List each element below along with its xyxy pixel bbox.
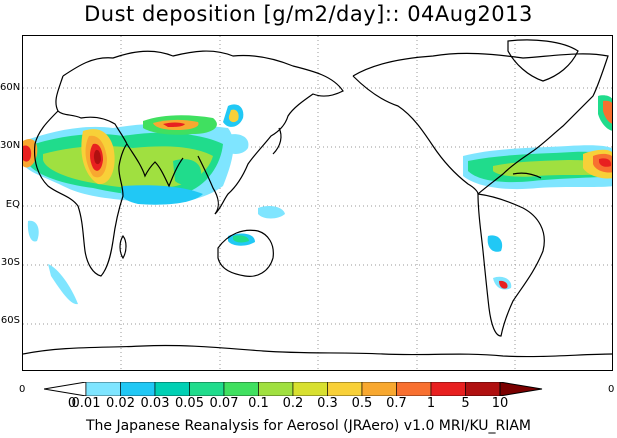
world-map: [22, 35, 613, 371]
colorbar-cell: [327, 382, 363, 396]
lat-label-eq: EQ: [5, 199, 20, 210]
lat-label-60n: 60N: [0, 82, 21, 93]
colorbar-cell: [292, 382, 328, 396]
credit-line: The Japanese Reanalysis for Aerosol (JRA…: [85, 418, 532, 434]
colorbar-tick-label: 0.01: [71, 396, 101, 411]
colorbar-cell: [430, 382, 466, 396]
colorbar-tick-label: 0.02: [106, 396, 135, 411]
colorbar-tick-label: 1: [426, 396, 436, 411]
colorbar-cells: [44, 382, 543, 396]
lat-label-30s: 30S: [0, 257, 20, 268]
colorbar-tick-label: 0.3: [317, 396, 338, 411]
map-canvas: [23, 36, 612, 370]
colorbar-cell: [258, 382, 294, 396]
colorbar-tick-label: 5: [461, 396, 470, 411]
colorbar-arrow-right: [499, 382, 543, 396]
colorbar-cell: [120, 382, 156, 396]
colorbar-edge-left-label: 0: [19, 384, 26, 395]
colorbar-tick-label: 0.1: [248, 396, 269, 411]
colorbar-tick-label: 0.03: [140, 396, 170, 411]
graticule: [23, 36, 612, 370]
colorbar-tick-label: 0.2: [282, 396, 304, 411]
colorbar-edge-right-label: 0: [608, 384, 615, 395]
colorbar-tick-label: 0.05: [175, 396, 204, 411]
colorbar-tick-label: 10: [491, 396, 509, 411]
lat-label-30n: 30N: [0, 140, 21, 151]
colorbar-tick-label: 0.07: [209, 396, 239, 411]
dust-field: [23, 95, 612, 305]
map-title: Dust deposition [g/m2/day]:: 04Aug2013: [84, 2, 533, 26]
colorbar-tick-label: 0: [67, 396, 77, 411]
colorbar-cell: [223, 382, 259, 396]
colorbar-cell: [154, 382, 190, 396]
colorbar-cell: [465, 382, 501, 396]
colorbar-cell: [396, 382, 432, 396]
lat-label-60s: 60S: [0, 315, 20, 326]
colorbar-tick-label: 0.7: [386, 396, 407, 411]
colorbar-arrow-left: [44, 382, 87, 396]
colorbar-tick-label: 0.5: [351, 396, 373, 411]
colorbar-cell: [189, 382, 225, 396]
colorbar-cell: [85, 382, 121, 396]
colorbar: [44, 382, 543, 396]
coastlines: [23, 39, 612, 358]
colorbar-cell: [361, 382, 397, 396]
